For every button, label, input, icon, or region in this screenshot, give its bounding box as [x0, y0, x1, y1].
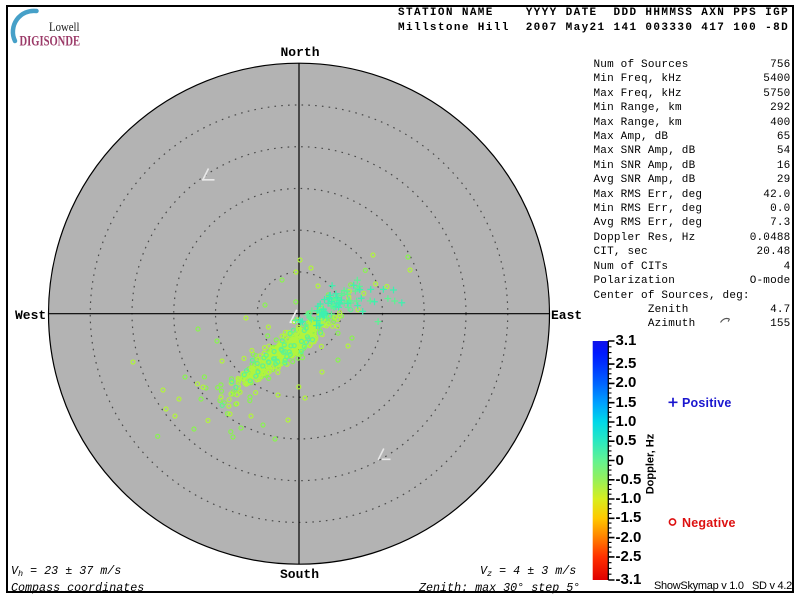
svg-text:Lowell: Lowell	[49, 19, 80, 34]
svg-text:DIGISONDE: DIGISONDE	[20, 34, 81, 50]
svg-text:Doppler, Hz: Doppler, Hz	[645, 433, 657, 494]
